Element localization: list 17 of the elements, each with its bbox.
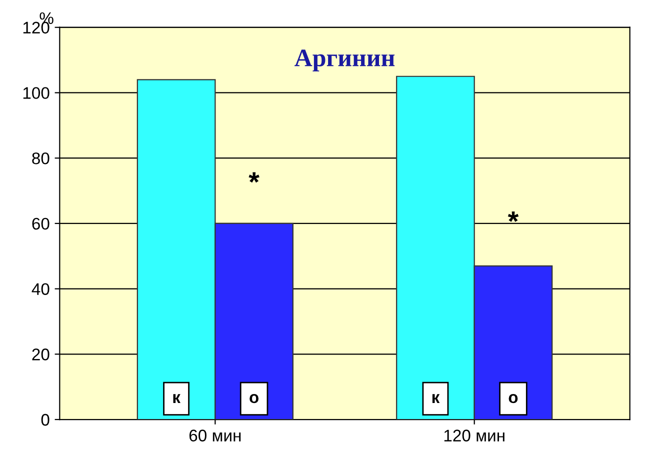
y-tick-label: 0	[41, 414, 50, 426]
y-tick-label: 80	[32, 152, 50, 164]
x-tick-label: 120 мин	[444, 430, 504, 442]
y-axis-title: %	[40, 12, 54, 24]
series-label: о	[250, 394, 258, 404]
y-tick-label: 40	[32, 283, 50, 296]
text: к	[432, 394, 440, 403]
x-tick-label: 60 мин	[189, 430, 241, 442]
y-tick-label: 100	[23, 87, 50, 99]
y-tick-label: 60	[32, 218, 50, 230]
text: о	[508, 394, 518, 404]
text: Аргинин	[294, 50, 395, 72]
y-tick-label: 120	[23, 22, 50, 34]
y-tick-label: 20	[32, 348, 50, 360]
annotation: *	[508, 212, 519, 222]
annotation: *	[248, 172, 260, 183]
series-label: к	[173, 394, 180, 403]
